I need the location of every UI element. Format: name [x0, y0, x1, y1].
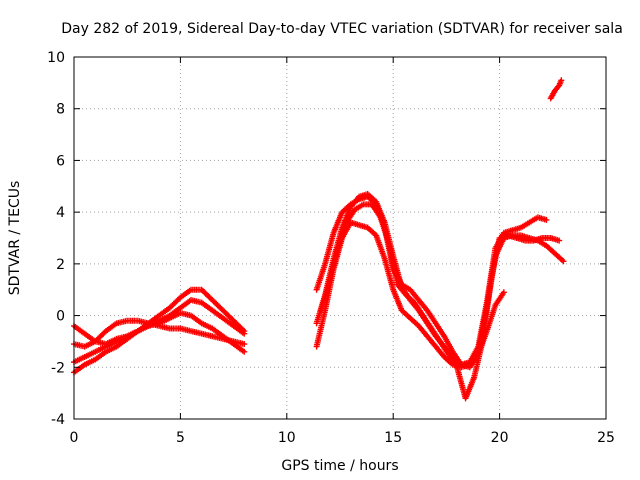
plus-marker: [555, 83, 562, 90]
y-axis-ticks: -4 -2 0 2 4 6 8 10: [47, 50, 606, 428]
plus-marker: [241, 348, 248, 355]
x-tick-label: 25: [597, 430, 615, 446]
x-tick-label: 10: [278, 430, 296, 446]
y-tick-label: 10: [47, 50, 65, 66]
y-tick-label: 8: [56, 102, 65, 118]
data-points: [71, 77, 567, 402]
y-axis-label: SDTVAR / TECUs: [7, 181, 23, 296]
x-tick-label: 5: [176, 430, 185, 446]
x-axis-ticks: 0 5 10 15 20 25: [70, 57, 615, 446]
x-tick-label: 15: [384, 430, 402, 446]
plus-marker: [560, 258, 567, 265]
plus-marker: [500, 289, 507, 296]
x-tick-label: 0: [70, 430, 79, 446]
x-tick-label: 20: [491, 430, 509, 446]
y-tick-label: 2: [56, 257, 65, 273]
series-track-4: [71, 286, 248, 376]
y-tick-label: -4: [51, 412, 65, 428]
plus-marker: [241, 341, 248, 348]
plus-marker: [556, 237, 563, 244]
chart-title: Day 282 of 2019, Sidereal Day-to-day VTE…: [61, 21, 623, 37]
plus-marker: [558, 77, 565, 84]
plot-frame: [73, 56, 607, 420]
y-tick-label: 4: [56, 205, 65, 221]
plus-marker: [241, 328, 248, 335]
series-track-3: [71, 317, 248, 350]
series-track-8: [317, 201, 563, 402]
x-axis-label: GPS time / hours: [281, 458, 398, 474]
series-track-9: [547, 77, 565, 102]
y-tick-label: -2: [51, 360, 65, 376]
plus-marker: [543, 216, 550, 223]
y-tick-label: 0: [56, 309, 65, 325]
y-tick-label: 6: [56, 153, 65, 169]
